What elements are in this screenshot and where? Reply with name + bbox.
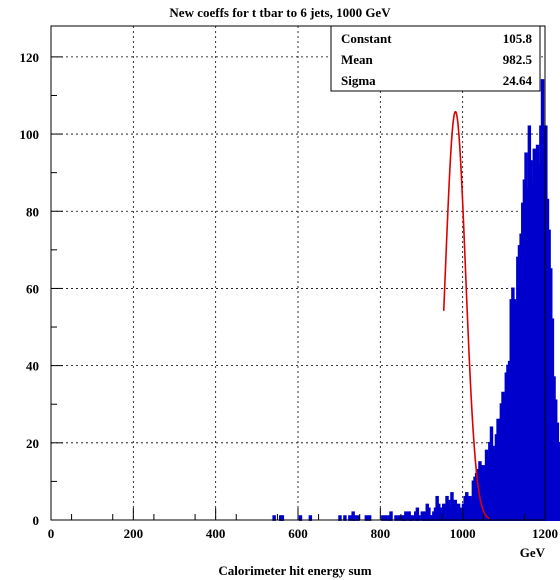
- histogram-bin: [394, 515, 398, 521]
- histogram-bin: [272, 515, 276, 521]
- histogram-bin: [404, 511, 408, 521]
- histogram-bin: [397, 515, 401, 521]
- histogram-bin: [348, 515, 352, 521]
- x-tick-label: 1000: [450, 526, 476, 541]
- y-tick-label: 120: [20, 50, 40, 65]
- histogram-bars: [272, 79, 560, 521]
- stats-constant-label: Constant: [341, 31, 392, 46]
- fit-curve-line: [442, 110, 490, 520]
- x-tick-label: 200: [124, 526, 144, 541]
- stats-sigma-label: Sigma: [341, 73, 376, 88]
- histogram-bin: [417, 515, 421, 521]
- stats-constant-value: 105.8: [503, 31, 533, 46]
- stats-sigma-value: 24.64: [503, 73, 533, 88]
- stats-mean-label: Mean: [341, 52, 374, 67]
- histogram-bin: [280, 515, 285, 521]
- histogram-bin: [343, 515, 347, 521]
- axis-ticks: 0 200 400 600 800 1000 1200 0 20 40 60 80 100 120: [20, 50, 559, 541]
- grid-lines: [51, 26, 545, 520]
- gaussian-fit-curve: [442, 110, 490, 520]
- histogram-bin: [298, 515, 303, 521]
- chart-title: New coeffs for t tbar to 6 jets, 1000 Ge…: [169, 5, 391, 20]
- histogram-bin: [384, 515, 388, 521]
- x-tick-label: 600: [288, 526, 308, 541]
- y-tick-label: 20: [26, 436, 39, 451]
- x-tick-label: 400: [206, 526, 226, 541]
- histogram-bin: [367, 515, 372, 521]
- stats-box: Constant 105.8 Mean 982.5 Sigma 24.64: [330, 25, 541, 92]
- x-tick-label: 1200: [532, 526, 558, 541]
- x-tick-label: 0: [48, 526, 55, 541]
- x-axis-label: Calorimeter hit energy sum: [218, 563, 371, 578]
- y-tick-label: 100: [20, 127, 40, 142]
- y-tick-label: 80: [26, 204, 39, 219]
- stats-mean-value: 982.5: [503, 52, 533, 67]
- histogram-bin: [308, 515, 313, 521]
- histogram-bin: [381, 515, 385, 521]
- histogram-bin: [389, 511, 393, 521]
- x-axis-unit: GeV: [520, 545, 546, 560]
- histogram-bin: [356, 515, 360, 521]
- x-tick-label: 800: [371, 526, 391, 541]
- y-tick-label: 60: [26, 281, 39, 296]
- histogram-bin: [364, 515, 369, 521]
- y-tick-label: 40: [26, 359, 39, 374]
- y-tick-label: 0: [33, 513, 40, 528]
- histogram-bin: [353, 515, 357, 521]
- histogram-bin: [338, 515, 342, 521]
- histogram-bin: [410, 515, 415, 521]
